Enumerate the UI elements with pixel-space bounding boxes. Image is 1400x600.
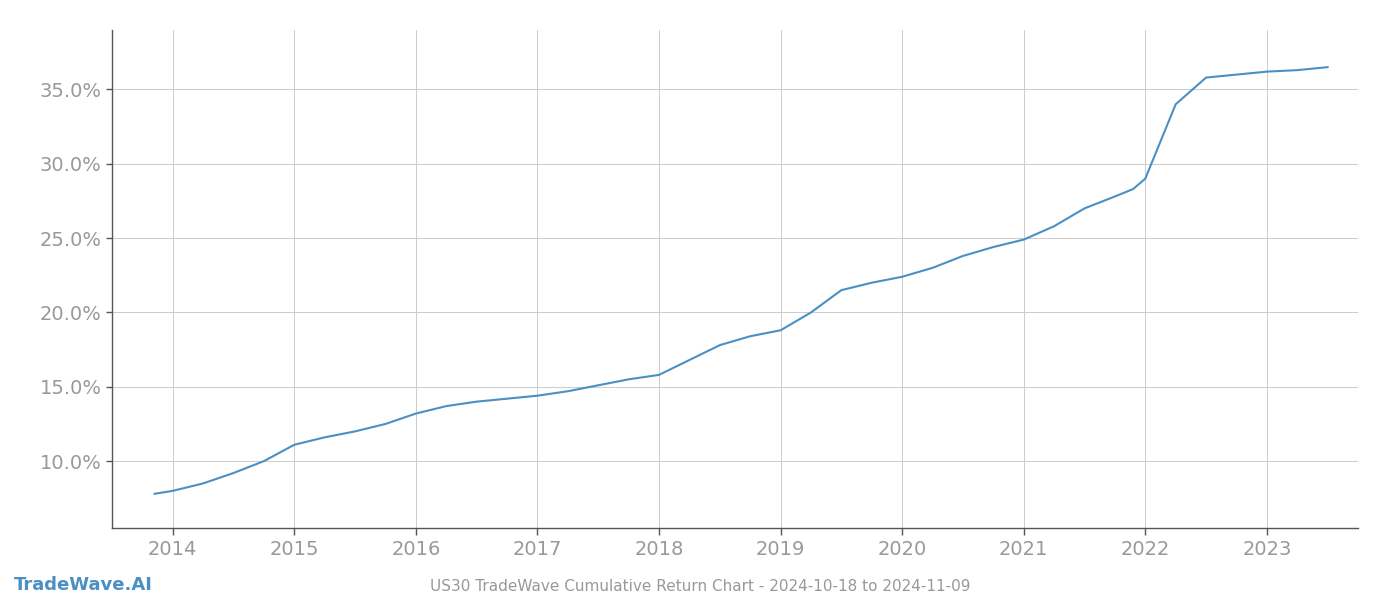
- Text: TradeWave.AI: TradeWave.AI: [14, 576, 153, 594]
- Text: US30 TradeWave Cumulative Return Chart - 2024-10-18 to 2024-11-09: US30 TradeWave Cumulative Return Chart -…: [430, 579, 970, 594]
